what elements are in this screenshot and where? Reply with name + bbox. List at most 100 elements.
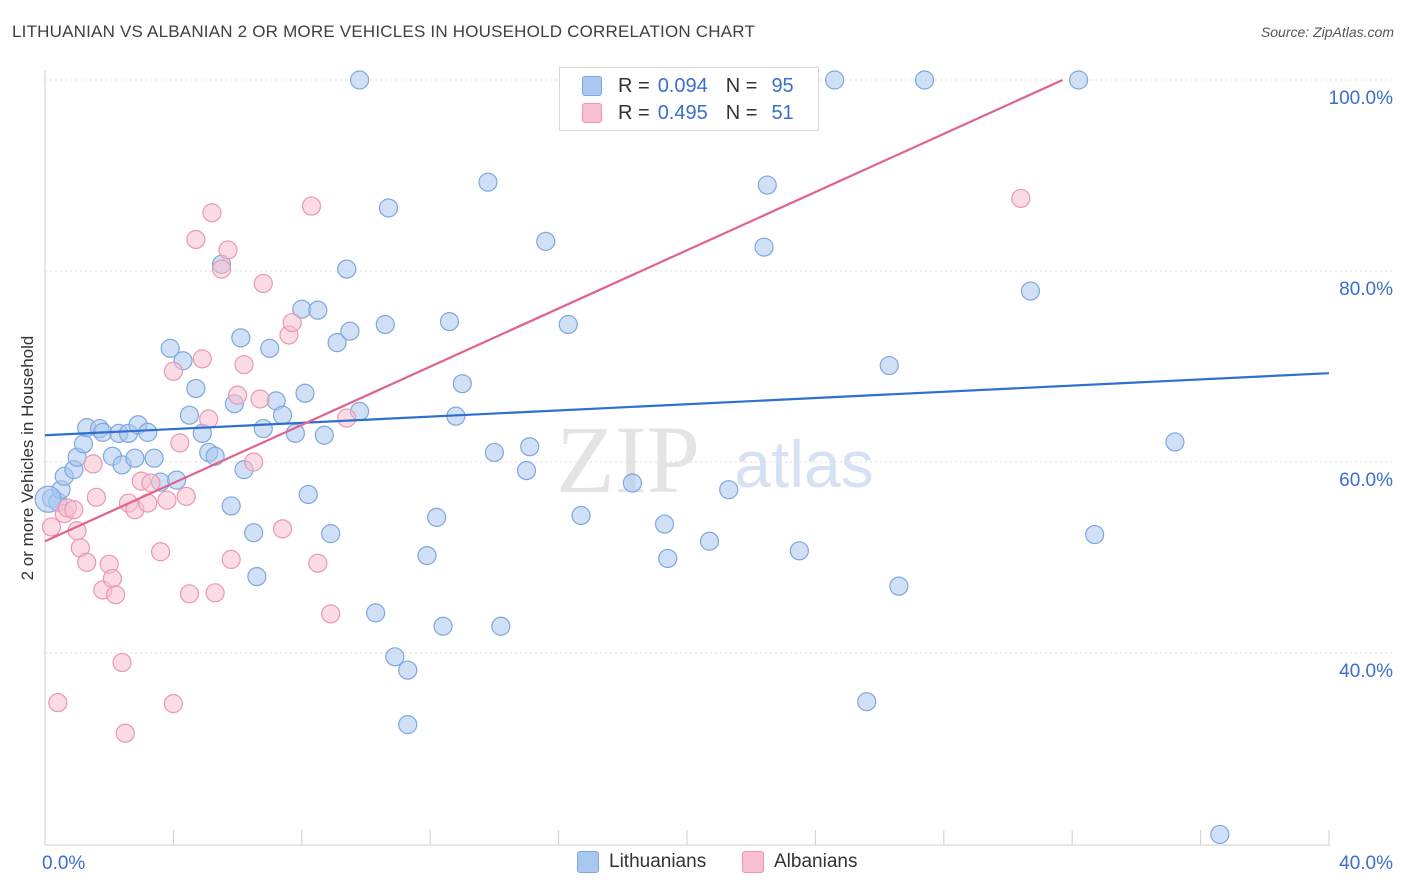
lithuanian-point [1210, 824, 1230, 845]
lithuanian-point [221, 496, 241, 516]
lithuanian-point [1165, 432, 1185, 452]
lithuanian-point [349, 70, 370, 90]
albanian-point [106, 585, 126, 605]
lithuanian-point [144, 448, 164, 468]
albanian-point [157, 490, 177, 510]
lithuanian-point [231, 328, 251, 348]
r-label: R = [618, 101, 650, 124]
lithuanian-point [439, 312, 460, 332]
albanian-point [337, 408, 357, 428]
albanian-point [163, 694, 183, 714]
lithuanian-point [478, 172, 498, 192]
albanian-point [218, 240, 238, 260]
lithuanian-point [654, 514, 675, 534]
lithuanian-point [520, 437, 540, 457]
lithuanian-point [914, 70, 935, 90]
albanian-point [150, 542, 171, 562]
albanian-point [186, 229, 206, 250]
lithuanian-point [308, 300, 328, 320]
lithuanian-point [491, 616, 511, 636]
lithuanian-point [879, 355, 899, 376]
watermark: ZIP atlas [556, 406, 874, 513]
lithuanian-point [536, 231, 556, 251]
lithuanian-point [1085, 524, 1105, 545]
albanian-point [179, 584, 200, 604]
legend-item-lithuanians[interactable]: Lithuanians [577, 851, 706, 873]
lithuanian-point [179, 405, 200, 425]
lithuanian-point [1020, 281, 1041, 301]
albanian-point [176, 486, 196, 506]
r-value: 0.495 [657, 101, 708, 124]
n-label: N = [725, 101, 758, 124]
lithuanian-point [433, 616, 453, 636]
lithuanian-point [719, 480, 739, 500]
lithuanians-points [34, 70, 1230, 845]
albanian-point [141, 473, 161, 493]
lithuanian-point [558, 314, 578, 335]
albanian-point [272, 519, 293, 539]
lithuanian-point [186, 378, 206, 399]
albanian-point [112, 652, 132, 673]
albanian-point [321, 604, 341, 624]
series-legend: Lithuanians Albanians [0, 851, 1406, 877]
lithuanian-point [244, 523, 264, 543]
legend-item-albanians[interactable]: Albanians [742, 851, 857, 873]
legend-label: Albanians [774, 851, 858, 872]
lithuanian-point [337, 259, 357, 279]
legend-label: Lithuanians [609, 851, 707, 872]
albanian-point [102, 568, 123, 589]
lithuanian-point [247, 566, 267, 587]
lithuanian-point [378, 198, 399, 218]
albanian-point [77, 552, 97, 572]
legend-row-albanians: R = 0.495 N = 51 [582, 100, 794, 126]
r-label: R = [618, 74, 650, 97]
albanian-point [282, 312, 302, 333]
lithuanian-point [205, 446, 225, 466]
albanian-point [192, 349, 212, 369]
lithuanian-point [452, 374, 472, 394]
n-value: 51 [771, 101, 794, 124]
watermark-atlas: atlas [734, 427, 873, 501]
albanian-point [163, 361, 183, 381]
lithuanian-point [34, 485, 62, 513]
source-credit: Source: ZipAtlas.com [1260, 24, 1394, 40]
lithuanian-point [398, 660, 418, 680]
lithuanian-point [427, 507, 447, 527]
lithuanian-point [125, 448, 145, 468]
albanian-point [41, 517, 62, 537]
lithuanians-trend-line [44, 372, 1330, 437]
lithuanian-point [314, 425, 334, 445]
legend-row-lithuanians: R = 0.094 N = 95 [582, 73, 794, 99]
chart-title: LITHUANIAN VS ALBANIAN 2 OR MORE VEHICLE… [12, 22, 756, 41]
lithuanian-point [1069, 70, 1089, 90]
albanian-point [250, 389, 270, 409]
lithuanian-point [699, 531, 720, 551]
lithuanian-point [167, 470, 187, 490]
lithuanian-point [757, 175, 777, 195]
albanian-point [301, 196, 322, 216]
lithuanian-point [658, 548, 678, 569]
albanian-point [115, 723, 135, 743]
lithuanian-point [160, 338, 180, 358]
albanian-point [228, 385, 248, 405]
lithuanian-point [825, 70, 845, 90]
albanian-point [234, 354, 254, 375]
albanians-trend-line [44, 78, 1064, 543]
y-tick-label: 60.0% [1339, 470, 1393, 491]
lithuanian-point [340, 321, 360, 341]
lithuanian-point [375, 314, 395, 335]
albanian-point [202, 203, 222, 223]
lithuanian-point [417, 545, 437, 566]
albanian-point [170, 433, 190, 453]
albanian-point [308, 553, 328, 573]
albanian-point [211, 259, 232, 279]
lithuanian-point [327, 333, 347, 353]
albanian-point [205, 583, 225, 603]
n-label: N = [725, 74, 758, 97]
lithuanians-swatch [577, 851, 599, 873]
lithuanian-point [260, 338, 280, 358]
watermark-zip: ZIP [556, 406, 700, 513]
albanian-point [253, 273, 273, 294]
lithuanian-point [754, 237, 774, 257]
